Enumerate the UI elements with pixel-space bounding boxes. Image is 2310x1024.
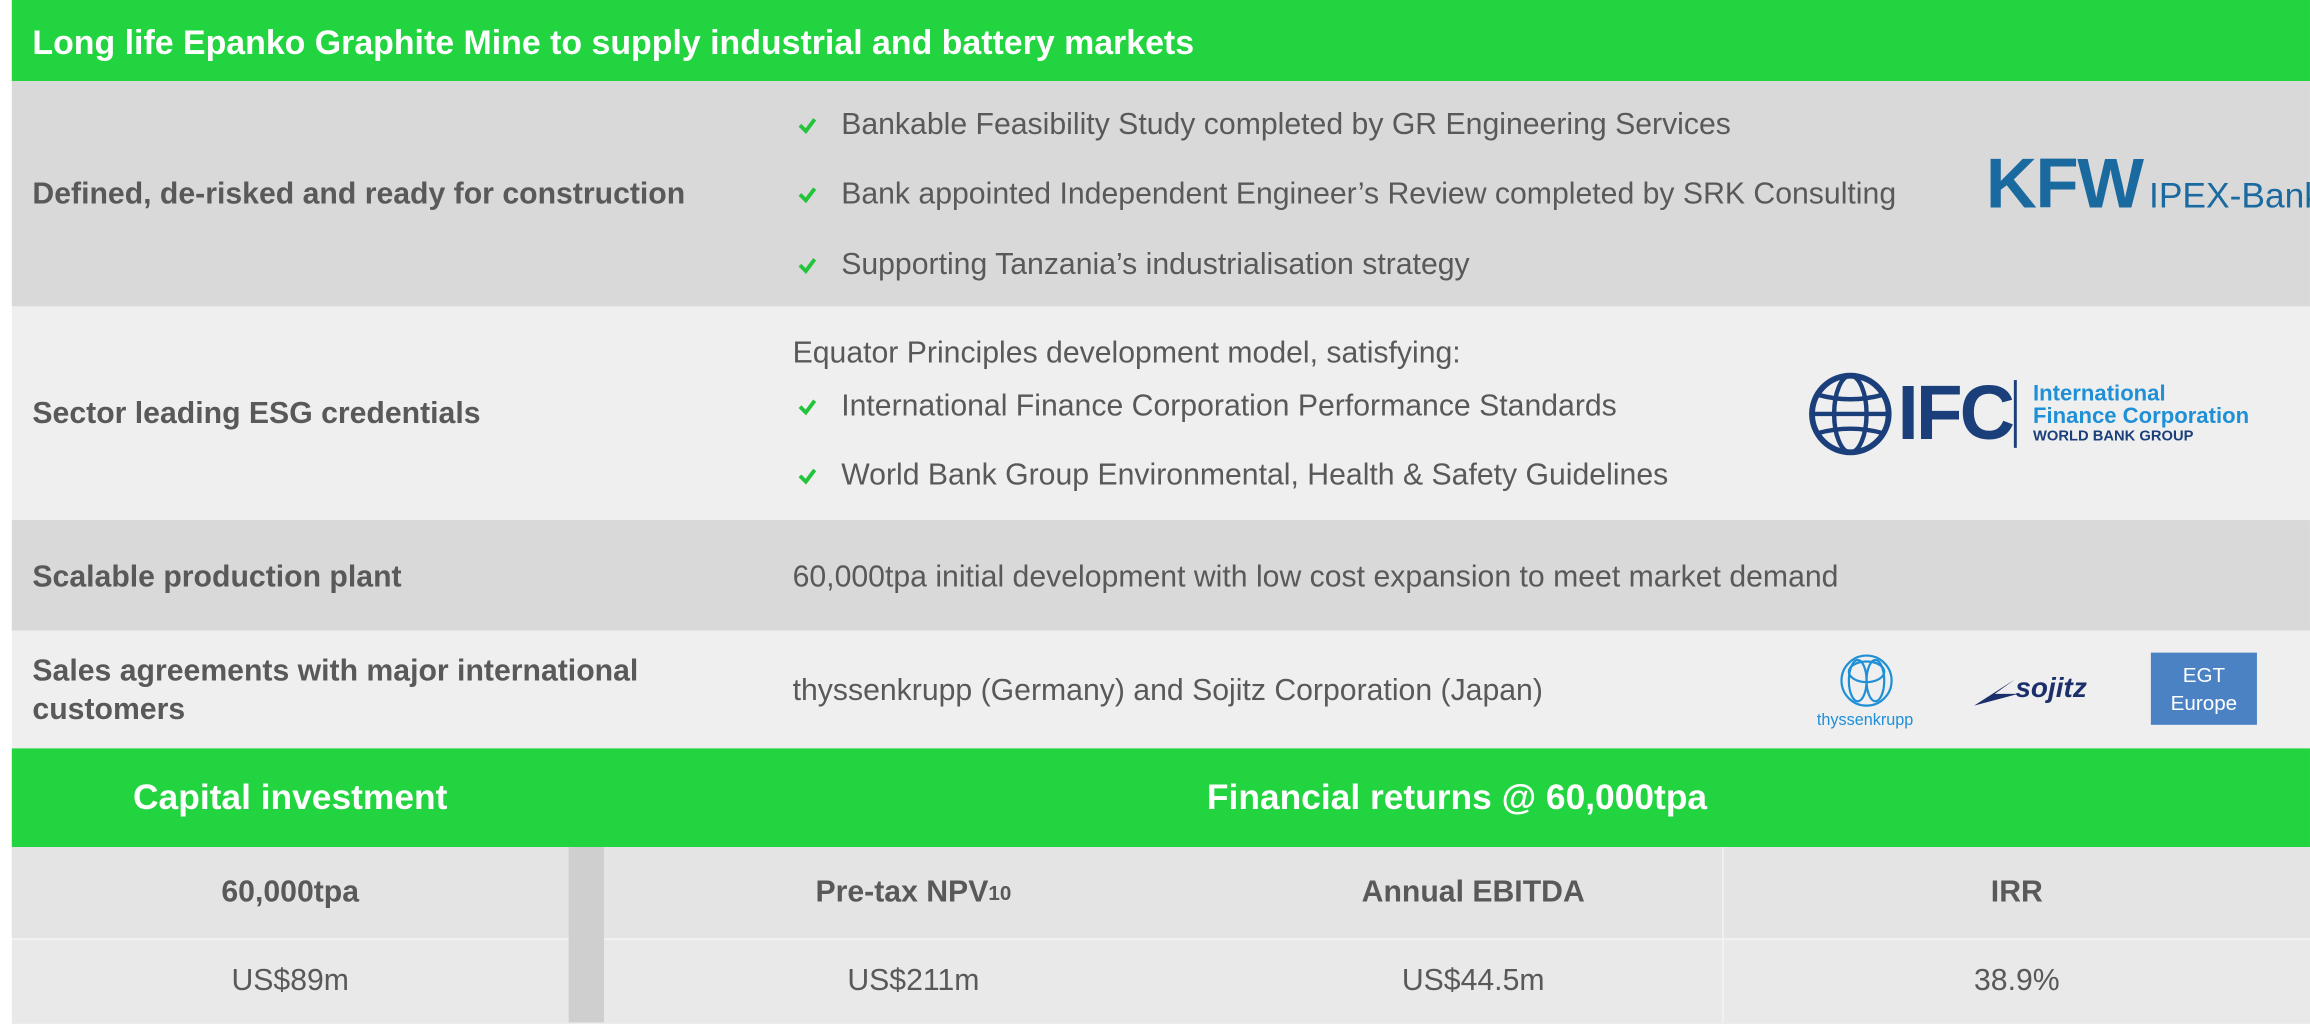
row-text: thyssenkrupp (Germany) and Sojitz Corpor… (792, 673, 1543, 708)
bullet-text: Bankable Feasibility Study completed by … (841, 107, 1731, 142)
check (798, 118, 817, 135)
value-row (11, 938, 2310, 1024)
value-cell: US$44.5m (1401, 962, 1545, 997)
logo-text: International (2033, 381, 2166, 407)
column-header: Pre-tax NPV 10 (604, 847, 1223, 938)
check-icon (797, 255, 818, 276)
section-heading: Financial returns @ 60,000tpa (1206, 777, 1708, 817)
logo-text: Europe (2170, 690, 2238, 714)
bullet-text: Bank appointed Independent Engineer’s Re… (841, 176, 1897, 211)
bullet-text: International Finance Corporation Perfor… (841, 388, 1617, 423)
check (798, 468, 817, 485)
column-header: 60,000tpa (221, 875, 360, 909)
intro: Equator Principles development model, sa… (792, 335, 1461, 370)
check-icon (797, 184, 818, 205)
logo-text: EGT (2182, 662, 2226, 686)
column-header: IRR (1990, 875, 2043, 909)
separator (568, 847, 605, 1023)
sojitz-icon (1974, 679, 2019, 706)
logo-text: sojitz (2015, 673, 2087, 705)
kfw-logo: KFW IPEX-Bank (1986, 144, 2310, 225)
egt-logo: EGT Europe (2150, 652, 2257, 725)
logo-text: Finance Corporation (2033, 403, 2250, 429)
row-bg (11, 630, 2310, 749)
check (798, 187, 817, 204)
divider (2013, 380, 2017, 448)
column-header: Annual EBITDA (1361, 875, 1585, 909)
globe-icon (1809, 372, 1892, 456)
logo-text: KFW (1985, 145, 2144, 224)
check-icon (797, 396, 818, 417)
row-bg (11, 306, 2310, 521)
logo-text: thyssenkrupp (1816, 711, 1914, 730)
value-cell: US$89m (231, 962, 349, 997)
row-label: Scalable production plant (32, 559, 402, 594)
value-cell: 38.9% (1973, 962, 2060, 997)
header-text: Pre-tax NPV (815, 875, 989, 909)
thyssenkrupp-icon (1840, 654, 1893, 707)
logo-text: WORLD BANK GROUP (2033, 428, 2194, 445)
row-bg (11, 81, 2310, 307)
logo-text: IPEX-Bank (2149, 176, 2310, 217)
check-icon (797, 115, 818, 136)
row-text: 60,000tpa initial development with low c… (792, 559, 1839, 594)
section-bar (11, 748, 2310, 848)
check (798, 399, 817, 416)
bullet-text: World Bank Group Environmental, Health &… (841, 458, 1669, 493)
row-bg (11, 520, 2310, 631)
ifc-text: International Finance Corporation WORLD … (2033, 383, 2249, 446)
title: Long life Epanko Graphite Mine to supply… (32, 22, 1195, 62)
section-heading: Capital investment (133, 777, 448, 817)
row-label: Sales agreements with major internationa… (32, 654, 639, 727)
header-row (11, 847, 2310, 939)
logo-text: IFC (1897, 371, 2015, 457)
value-cell: US$211m (847, 962, 980, 997)
check-icon (797, 466, 818, 487)
check (798, 258, 817, 274)
separator (1722, 847, 1724, 1023)
header-subscript: 10 (988, 880, 1012, 905)
row-label: Sector leading ESG credentials (32, 396, 481, 431)
title-bar (11, 0, 2310, 82)
bullet-text: Supporting Tanzania’s industrialisation … (841, 247, 1470, 282)
row-label: Defined, de-risked and ready for constru… (32, 176, 686, 211)
